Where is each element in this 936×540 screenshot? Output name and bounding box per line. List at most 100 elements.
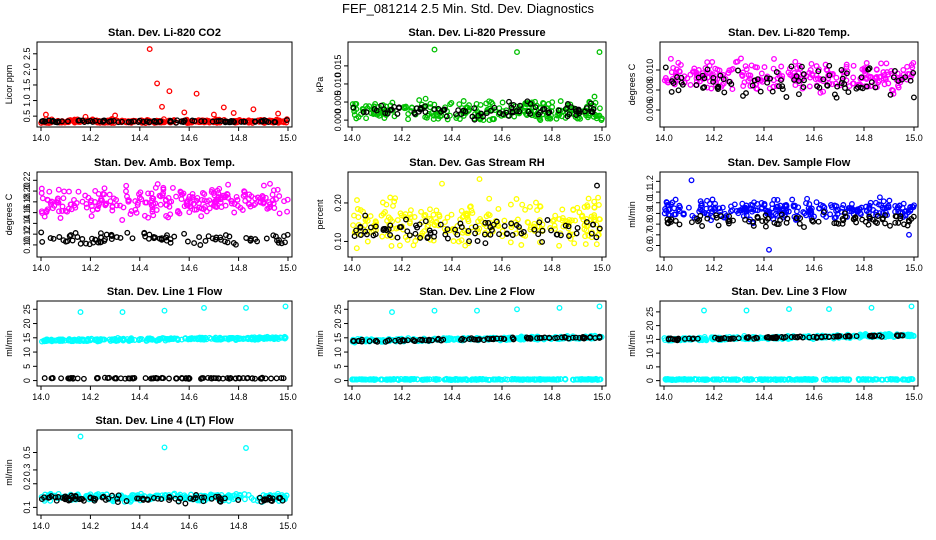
y-tick-label: 2.5 [22, 48, 32, 61]
data-point [465, 228, 472, 234]
data-point [164, 232, 170, 239]
data-point [458, 237, 465, 244]
data-point [766, 246, 772, 253]
data-point [850, 74, 857, 81]
data-point [509, 108, 516, 115]
data-point [840, 202, 847, 208]
data-point [184, 198, 191, 205]
data-point [813, 199, 820, 206]
data-point [770, 65, 777, 72]
data-point [537, 203, 544, 210]
data-point [539, 227, 546, 234]
data-point [559, 215, 566, 221]
chart-title: Stan. Dev. Line 3 Flow [731, 286, 847, 298]
data-point [458, 224, 465, 231]
data-point [198, 213, 205, 220]
data-point [709, 71, 716, 78]
data-point [783, 94, 790, 100]
data-point [577, 115, 584, 122]
data-point [157, 118, 164, 125]
data-point [688, 177, 695, 184]
data-point [254, 194, 261, 201]
data-point [853, 85, 860, 92]
data-point [583, 105, 590, 112]
data-point [527, 100, 534, 107]
data-point [895, 219, 902, 226]
data-point [394, 234, 401, 241]
data-point [793, 214, 800, 221]
data-point [357, 223, 364, 230]
data-point [485, 211, 492, 218]
data-point [136, 194, 143, 201]
y-tick-label: 0.006 [645, 99, 655, 122]
x-tick-label: 14.8 [230, 263, 248, 273]
x-tick-label: 14.2 [705, 133, 723, 143]
data-point [726, 217, 733, 224]
data-point [143, 118, 150, 125]
data-point [826, 72, 833, 79]
data-point [448, 99, 455, 106]
data-point [474, 238, 481, 244]
data-point [173, 193, 180, 200]
data-point [537, 117, 544, 123]
data-point [110, 195, 117, 202]
data-point [391, 103, 398, 110]
data-point [117, 234, 124, 241]
data-point [739, 200, 746, 207]
data-point [274, 237, 280, 244]
data-point [284, 208, 291, 215]
y-tick-label: 1.0 [22, 94, 32, 107]
plot-frame [659, 171, 919, 258]
data-point [56, 208, 62, 215]
data-point [687, 71, 694, 78]
data-point [385, 214, 392, 221]
data-point [215, 118, 222, 124]
y-tick-label: 25 [333, 304, 343, 314]
chart-panel: Stan. Dev. Line 4 (LT) Flow ml/min 14.0 14.… [4, 415, 297, 531]
x-tick-label: 14.0 [32, 392, 50, 402]
data-point [713, 79, 719, 86]
data-point [60, 195, 67, 202]
data-point [483, 110, 490, 117]
data-point [800, 71, 807, 78]
y-axis-label: ml/min [627, 330, 637, 357]
data-point [82, 113, 89, 120]
data-point [275, 110, 282, 117]
y-tick-label: 0.010 [645, 59, 655, 82]
data-point [701, 75, 708, 82]
data-point [872, 84, 879, 91]
data-point [250, 106, 257, 113]
data-point [745, 72, 752, 79]
data-point [431, 46, 438, 53]
data-point [833, 74, 840, 81]
data-point [413, 222, 419, 229]
data-point [402, 103, 409, 110]
data-point [721, 89, 728, 96]
data-point [230, 110, 237, 116]
data-point [845, 89, 852, 96]
data-point [874, 220, 881, 226]
x-tick-label: 14.0 [343, 263, 361, 273]
data-point [593, 234, 600, 241]
data-point [554, 112, 561, 119]
data-point [557, 98, 564, 105]
data-point [882, 220, 889, 227]
data-point [491, 104, 498, 111]
data-point [833, 203, 840, 210]
y-tick-label: 15 [333, 333, 343, 343]
x-tick-label: 15.0 [905, 133, 923, 143]
data-point [181, 109, 188, 116]
data-point [789, 196, 796, 203]
data-point [448, 211, 455, 218]
data-point [272, 119, 279, 126]
data-point [743, 307, 750, 314]
chart-title: Stan. Dev. Li-820 CO2 [108, 27, 221, 39]
data-point [359, 105, 366, 112]
data-point [273, 375, 280, 382]
y-tick-label: 10 [22, 347, 32, 357]
chart-panel: Stan. Dev. Li-820 Pressure kPa 14.0 14.2 14.… [315, 27, 611, 143]
data-point [383, 227, 390, 234]
data-point [412, 238, 419, 244]
data-point [800, 84, 807, 91]
data-point [201, 191, 208, 198]
